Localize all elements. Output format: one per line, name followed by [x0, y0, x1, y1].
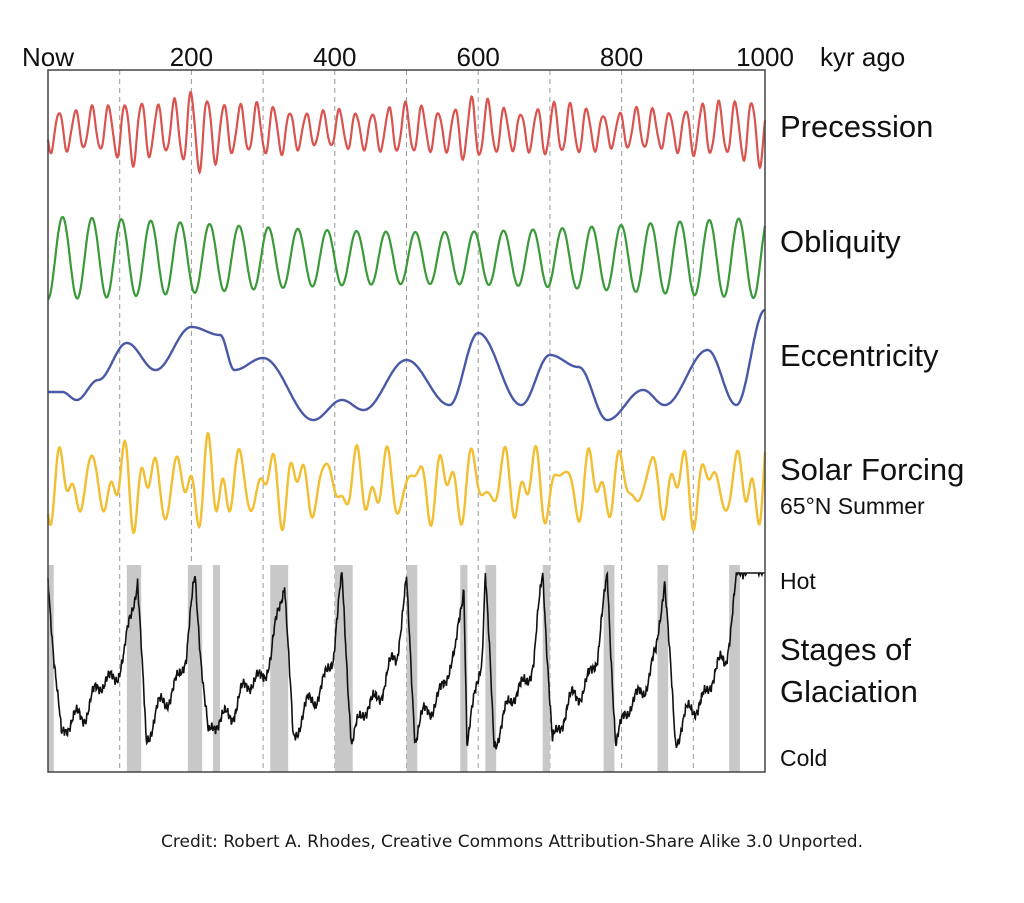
interglacial-band-0 — [48, 565, 54, 772]
plot-frame — [47, 69, 766, 773]
precession-label: Precession — [780, 109, 933, 144]
series-labels: Precession Obliquity Eccentricity Solar For… — [780, 109, 964, 771]
credit-line: Credit: Robert A. Rhodes, Creative Commo… — [161, 832, 863, 852]
x-tick-label-200: 200 — [170, 42, 213, 72]
interglacial-band-11 — [657, 565, 669, 772]
eccentricity-line — [48, 308, 766, 422]
series-lines — [46, 90, 767, 750]
glaciation-label-line1: Stages of — [780, 632, 911, 667]
x-axis-unit-label: kyr ago — [820, 42, 905, 72]
interglacial-band-1 — [126, 565, 142, 772]
milankovitch-chart: Now 200 400 600 800 1000 kyr ago Precession Ob… — [22, 42, 964, 773]
eccentricity-label: Eccentricity — [780, 338, 939, 373]
interglacial-bands — [48, 565, 740, 772]
glaciation-line — [47, 570, 765, 750]
obliquity-label: Obliquity — [780, 224, 901, 259]
precession-line — [46, 90, 767, 175]
x-tick-label-600: 600 — [457, 42, 500, 72]
x-tick-label-800: 800 — [600, 42, 643, 72]
obliquity-line — [47, 215, 767, 301]
x-tick-label-400: 400 — [313, 42, 356, 72]
glaciation-label-line2: Glaciation — [780, 674, 918, 709]
interglacial-band-9 — [542, 565, 550, 772]
interglacial-band-5 — [334, 565, 353, 772]
interglacial-band-2 — [187, 565, 203, 772]
interglacial-band-7 — [460, 565, 468, 772]
x-tick-label-Now: Now — [22, 42, 74, 72]
interglacial-band-3 — [212, 565, 221, 772]
cold-label: Cold — [780, 745, 827, 771]
x-tick-label-1000: 1000 — [736, 42, 794, 72]
solar-forcing-label: Solar Forcing — [780, 452, 964, 487]
x-axis-tick-labels: Now 200 400 600 800 1000 — [22, 42, 794, 72]
interglacial-band-10 — [603, 565, 615, 772]
interglacial-band-4 — [270, 565, 289, 772]
solar-forcing-line — [46, 431, 767, 535]
gridlines — [119, 70, 694, 772]
hot-label: Hot — [780, 568, 816, 594]
interglacial-band-12 — [729, 565, 740, 772]
solar-forcing-subtitle: 65°N Summer — [780, 493, 925, 519]
